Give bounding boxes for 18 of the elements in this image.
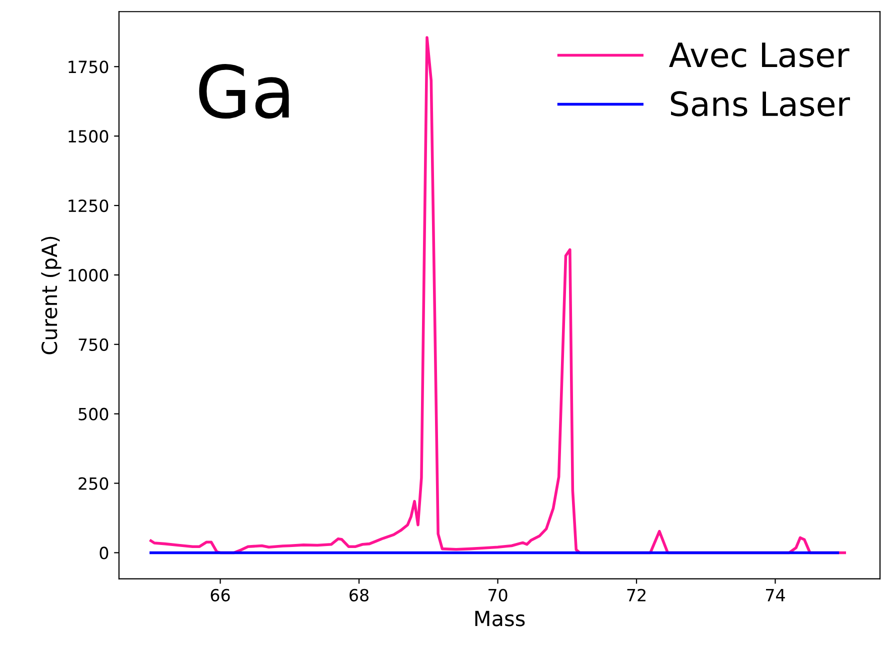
y-tick-label: 250 xyxy=(78,477,108,490)
x-axis-title: Mass xyxy=(475,610,525,626)
y-tick-label: 1500 xyxy=(68,130,108,143)
y-axis-title: Curent (pA) xyxy=(41,236,62,354)
y-tick-label: 1250 xyxy=(68,199,108,212)
y-tick-label: 750 xyxy=(78,338,108,351)
y-tick-label: 0 xyxy=(100,546,108,560)
annotation: Ga xyxy=(199,64,289,119)
y-tick-label: 500 xyxy=(78,408,108,420)
x-tick-label: 74 xyxy=(766,589,785,602)
legend-label: Avec Laser xyxy=(669,42,850,68)
x-tick-label: 72 xyxy=(627,588,646,602)
legend-label: Sans Laser xyxy=(670,91,850,116)
x-tick-label: 70 xyxy=(488,588,508,602)
x-tick-label: 68 xyxy=(350,588,368,602)
y-tick-label: 1750 xyxy=(68,60,108,74)
y-tick-label: 1000 xyxy=(68,268,108,282)
x-tick-label: 66 xyxy=(210,588,230,602)
